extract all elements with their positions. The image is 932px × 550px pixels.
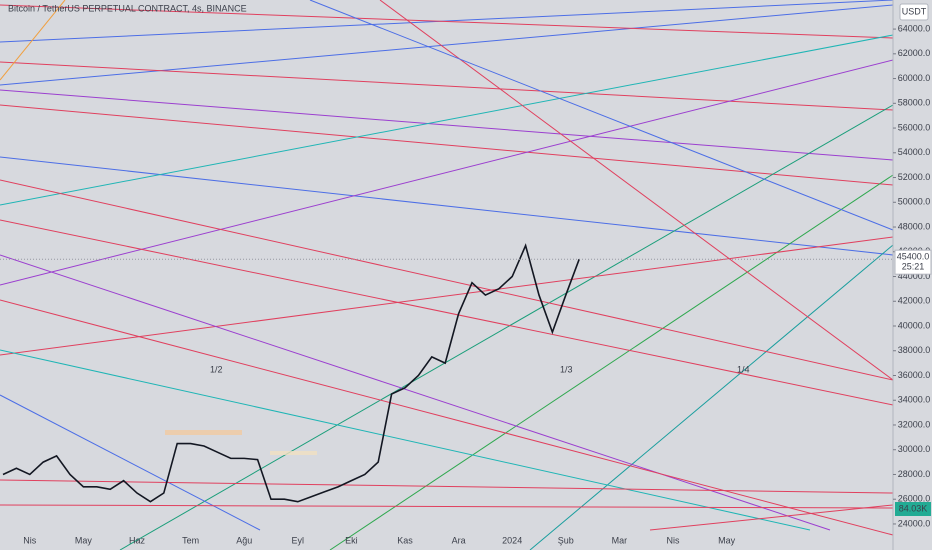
x-tick-label: Haz (129, 535, 146, 545)
y-tick-label: 50000.0 (898, 197, 931, 207)
volume-box (895, 502, 931, 516)
x-tick-label: Nis (23, 535, 36, 545)
x-tick-label: Kas (397, 535, 413, 545)
x-tick-label: May (718, 535, 736, 545)
annotation: 1/2 (210, 364, 223, 374)
y-tick-label: 64000.0 (898, 23, 931, 33)
y-tick-label: 62000.0 (898, 48, 931, 58)
y-tick-label: 48000.0 (898, 221, 931, 231)
x-tick-label: Ara (452, 535, 466, 545)
y-tick-label: 54000.0 (898, 147, 931, 157)
y-tick-label: 52000.0 (898, 172, 931, 182)
chart-title: Bitcoin / TetherUS PERPETUAL CONTRACT, 4… (8, 3, 247, 13)
y-tick-label: 32000.0 (898, 419, 931, 429)
countdown: 25:21 (902, 262, 925, 272)
annotation: 1/3 (560, 364, 573, 374)
volume-label: 84.03K (899, 503, 928, 513)
x-tick-label: Eki (345, 535, 358, 545)
x-tick-label: Ağu (236, 535, 252, 545)
y-tick-label: 28000.0 (898, 469, 931, 479)
x-tick-label: Nis (667, 535, 680, 545)
x-tick-label: May (75, 535, 93, 545)
last-price-box (894, 249, 932, 275)
y-tick-label: 38000.0 (898, 345, 931, 355)
annotation: 1/4 (737, 364, 750, 374)
y-tick-label: 56000.0 (898, 122, 931, 132)
x-tick-label: Mar (612, 535, 628, 545)
y-tick-label: 40000.0 (898, 320, 931, 330)
y-tick-label: 58000.0 (898, 98, 931, 108)
y-tick-label: 44000.0 (898, 271, 931, 281)
x-tick-label: 2024 (502, 535, 522, 545)
y-tick-label: 60000.0 (898, 73, 931, 83)
trend-lines (0, 0, 894, 550)
y-tick-label: 36000.0 (898, 370, 931, 380)
y-tick-label: 34000.0 (898, 395, 931, 405)
y-tick-label: 24000.0 (898, 518, 931, 528)
price-line (2, 243, 580, 503)
y-tick-label: 30000.0 (898, 444, 931, 454)
currency-box[interactable] (899, 3, 929, 21)
currency: USDT (902, 6, 927, 16)
y-tick-label: 42000.0 (898, 296, 931, 306)
y-tick-label: 26000.0 (898, 494, 931, 504)
last-price: 45400.0 (897, 252, 930, 262)
x-tick-label: Eyl (292, 535, 305, 545)
x-tick-label: Şub (558, 535, 574, 545)
x-tick-label: Tem (182, 535, 199, 545)
